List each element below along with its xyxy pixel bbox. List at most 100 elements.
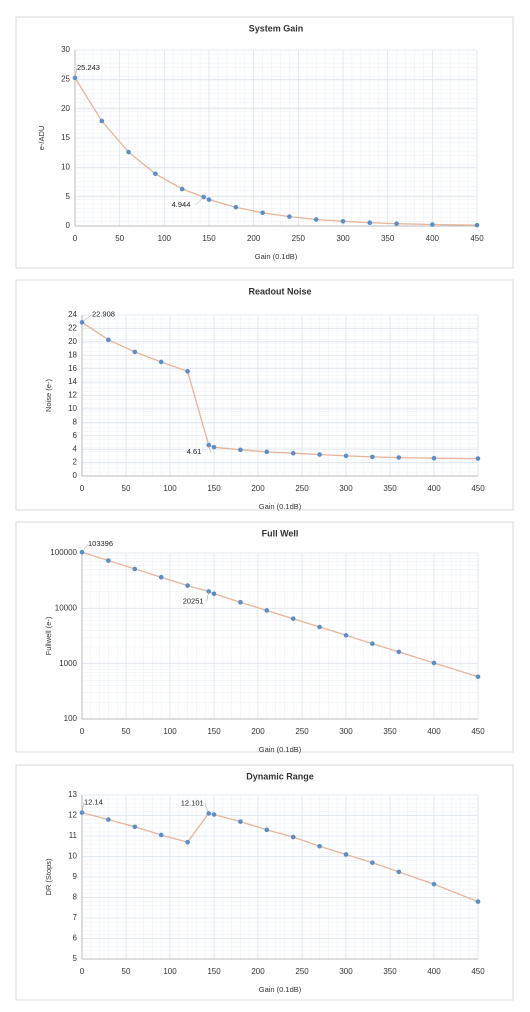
annotation-leader [206, 591, 209, 602]
data-point [396, 869, 402, 875]
y-tick-label: 11 [69, 831, 78, 840]
data-point [158, 359, 164, 365]
data-point [153, 171, 158, 177]
chart-title: System Gain [249, 23, 304, 33]
data-point [430, 222, 435, 227]
data-point [343, 852, 349, 857]
x-tick-label: 200 [251, 967, 265, 976]
y-tick-label: 10 [68, 852, 77, 861]
data-point [158, 574, 164, 580]
data-point [238, 819, 243, 824]
x-tick-label: 400 [427, 967, 441, 976]
y-tick-label: 18 [68, 350, 77, 359]
y-tick-label: 14 [68, 377, 77, 386]
x-tick-label: 50 [115, 234, 124, 243]
y-tick-label: 24 [68, 310, 77, 319]
x-tick-label: 150 [207, 967, 221, 976]
x-tick-label: 300 [339, 967, 353, 976]
y-tick-label: 15 [61, 133, 70, 142]
x-axis-label: Gain (0.1dB) [255, 252, 298, 261]
x-tick-label: 300 [339, 484, 353, 493]
x-tick-label: 300 [339, 727, 353, 736]
data-label: 103396 [88, 539, 113, 548]
data-point [394, 221, 399, 226]
chart-panel: Dynamic Range Gain (0.1dB) DR (Stops) 5 6 7 8 9… [15, 764, 514, 1001]
data-point [238, 599, 243, 605]
y-axis-label: DR (Stops) [44, 858, 53, 896]
y-tick-label: 1000 [59, 659, 77, 668]
x-tick-label: 200 [247, 234, 261, 243]
y-tick-label: 0 [66, 221, 71, 230]
data-point [132, 349, 138, 355]
data-point [238, 447, 243, 453]
data-point [367, 220, 373, 226]
annotation-leader [74, 67, 78, 78]
x-tick-label: 400 [426, 234, 440, 243]
data-label: 20251 [183, 596, 204, 605]
data-point [264, 449, 270, 455]
x-axis-label: Gain (0.1dB) [259, 502, 302, 511]
data-point [126, 149, 131, 155]
x-axis-label: Gain (0.1dB) [259, 985, 302, 994]
data-point [132, 824, 138, 830]
data-point [475, 456, 481, 461]
data-point [260, 210, 265, 216]
y-tick-label: 5 [66, 192, 71, 201]
data-point [317, 624, 322, 630]
series-line [81, 321, 479, 460]
y-tick-label: 13 [68, 790, 77, 799]
y-tick-label: 12 [68, 811, 77, 820]
data-label: 12.101 [181, 798, 204, 807]
x-tick-label: 100 [163, 967, 177, 976]
data-point [290, 450, 296, 456]
data-label: 12.14 [84, 798, 103, 807]
data-point [158, 832, 164, 838]
data-label: 4.61 [187, 447, 202, 456]
y-tick-label: 10 [61, 162, 70, 171]
x-tick-label: 100 [163, 484, 177, 493]
data-point [290, 834, 296, 840]
chart-title: Dynamic Range [246, 771, 314, 781]
data-label: 25.243 [77, 63, 100, 72]
data-point [370, 641, 375, 646]
y-tick-label: 20 [68, 337, 77, 346]
x-tick-label: 200 [251, 484, 265, 493]
data-point [396, 455, 402, 460]
annotation-leader [81, 314, 93, 323]
x-tick-label: 300 [336, 234, 350, 243]
data-point [313, 217, 319, 222]
x-tick-label: 150 [207, 484, 221, 493]
x-tick-label: 250 [295, 484, 309, 493]
panel-frame [15, 279, 514, 511]
x-tick-label: 400 [427, 727, 441, 736]
data-point [132, 566, 138, 572]
chart-title: Readout Noise [248, 286, 311, 296]
y-tick-label: 100000 [50, 548, 77, 557]
series-line [74, 77, 478, 226]
data-point [206, 197, 212, 202]
x-tick-label: 450 [471, 484, 485, 493]
y-tick-label: 22 [68, 324, 77, 333]
y-tick-label: 20 [61, 104, 70, 113]
data-point [474, 222, 480, 228]
x-tick-label: 0 [80, 484, 85, 493]
x-tick-label: 250 [295, 727, 309, 736]
data-point [431, 660, 437, 666]
x-tick-label: 250 [292, 234, 306, 243]
y-tick-label: 100 [64, 714, 78, 723]
data-point [340, 219, 346, 224]
annotation-leader [195, 196, 204, 206]
data-point [185, 583, 190, 588]
data-label: 22.908 [92, 309, 115, 318]
x-tick-label: 50 [122, 727, 131, 736]
x-tick-label: 0 [80, 727, 85, 736]
annotation-leader [208, 445, 211, 453]
data-point [431, 455, 437, 461]
chart-panel: System Gain Gain (0.1dB) e-/ADU 0 5 10 15 20 25 3… [15, 16, 514, 269]
data-point [185, 369, 190, 374]
annotation-leader [204, 803, 209, 814]
y-axis-label: Fullwell (e-) [44, 616, 53, 655]
